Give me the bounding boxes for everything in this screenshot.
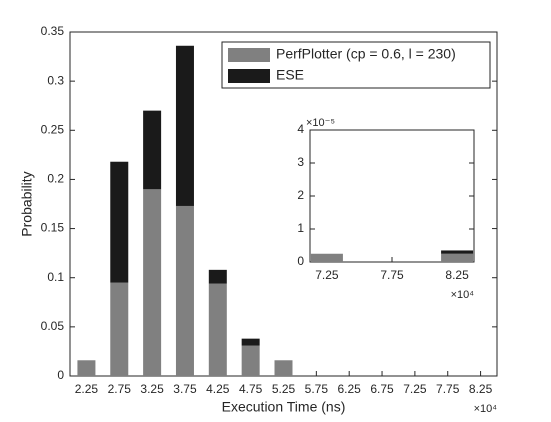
x-tick-label: 3.25 [140,382,164,396]
y-tick-label: 0.3 [47,73,64,87]
x-tick-label: 8.25 [469,382,493,396]
x-tick-label: 6.25 [338,382,362,396]
x-tick-label: 5.25 [272,382,296,396]
x-axis-label: Execution Time (ns) [222,399,346,415]
y-multiplier: ×10⁻⁵ [306,117,335,129]
y-tick-label: 0 [57,368,64,382]
y-axis-label: Probability [19,171,35,236]
y-tick-label: 1 [297,221,304,235]
y-tick-label: 0.1 [47,270,64,284]
bar-segment [143,110,162,190]
legend-label: ESE [276,67,304,83]
x-tick-label: 7.75 [436,382,460,396]
x-tick-label: 7.25 [315,268,339,282]
x-tick-label: 8.25 [445,268,469,282]
bar-segment [441,253,474,262]
legend-swatch [228,48,270,62]
y-tick-label: 0 [297,254,304,268]
bar-segment [77,360,96,376]
bar-segment [241,338,260,346]
bar-segment [175,205,194,376]
y-tick-label: 0.2 [47,172,64,186]
bar-segment [274,360,293,376]
bar-segment [310,253,343,262]
x-tick-label: 2.75 [108,382,132,396]
x-multiplier: ×10⁴ [451,289,475,301]
plot-frame [309,129,475,263]
y-tick-label: 4 [297,122,304,136]
y-tick-label: 0.15 [41,221,65,235]
y-tick-label: 2 [297,188,304,202]
bar-segment [110,161,129,283]
legend-label: PerfPlotter (cp = 0.6, l = 230) [276,46,456,62]
bar-segment [441,250,474,254]
x-tick-label: 3.75 [173,382,197,396]
x-tick-label: 5.75 [305,382,329,396]
x-tick-label: 6.75 [370,382,394,396]
bar-segment [143,189,162,376]
bar-segment [241,345,260,376]
x-tick-label: 4.25 [206,382,230,396]
y-tick-label: 0.25 [41,122,65,136]
x-tick-label: 7.75 [380,268,404,282]
bar-segment [208,283,227,376]
x-tick-label: 4.75 [239,382,263,396]
bar-segment [208,269,227,284]
y-tick-label: 3 [297,155,304,169]
bar-segment [175,45,194,206]
bar-segment [110,282,129,376]
y-tick-label: 0.05 [41,319,65,333]
x-multiplier: ×10⁴ [474,403,498,415]
y-tick-label: 0.35 [41,24,65,38]
legend-swatch [228,69,270,83]
x-tick-label: 2.25 [75,382,99,396]
x-tick-label: 7.25 [403,382,427,396]
